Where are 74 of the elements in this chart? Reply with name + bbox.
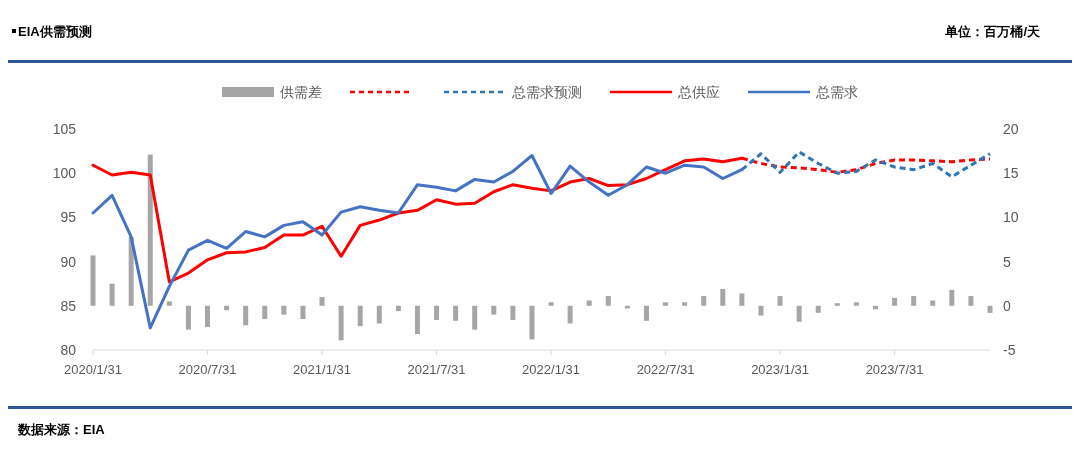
- bar: [853, 302, 859, 306]
- bar: [567, 305, 573, 324]
- y-tick-label: 100: [52, 165, 77, 182]
- bar: [548, 302, 554, 306]
- y2-tick-label: 10: [1003, 209, 1019, 226]
- y-tick-label: 80: [60, 342, 77, 358]
- bar: [834, 303, 840, 306]
- y-tick-label: 105: [52, 121, 77, 137]
- bar: [777, 296, 783, 306]
- x-tick-label: 2021/1/31: [293, 362, 351, 377]
- bar: [338, 305, 344, 341]
- x-tick-label: 2020/1/31: [64, 362, 122, 377]
- bar: [701, 296, 707, 306]
- y-tick-label: 95: [60, 209, 77, 226]
- bar: [300, 305, 306, 320]
- line-series: [740, 150, 992, 179]
- legend-label: 总需求预测: [511, 84, 582, 100]
- bar: [90, 255, 96, 306]
- chart-title: EIA供需预测: [18, 24, 92, 39]
- bar: [987, 305, 993, 313]
- bar: [395, 305, 401, 312]
- legend-label: 总需求: [815, 84, 858, 100]
- bar: [911, 296, 917, 306]
- bar: [243, 305, 249, 326]
- bar: [472, 305, 478, 330]
- bar: [949, 289, 955, 306]
- x-tick-label: 2022/1/31: [522, 362, 580, 377]
- bar: [109, 283, 115, 306]
- text: 单位：百万桶/天: [944, 24, 1041, 39]
- x-tick-label: 2020/7/31: [178, 362, 237, 377]
- bar: [758, 305, 764, 316]
- bar: [968, 296, 974, 306]
- x-tick-label: 2021/7/31: [407, 362, 466, 377]
- x-tick-label: 2022/7/31: [636, 362, 695, 377]
- bar: [414, 305, 420, 335]
- bar: [529, 305, 535, 340]
- source-note: 数据来源：EIA: [17, 422, 106, 437]
- x-tick-label: 2023/1/31: [751, 362, 809, 377]
- bar: [319, 296, 325, 306]
- bar: [262, 305, 268, 320]
- bar: [147, 154, 153, 306]
- y2-tick-label: 15: [1003, 165, 1019, 182]
- bar: [663, 302, 669, 306]
- bar: [796, 305, 802, 322]
- bar: [586, 300, 592, 306]
- y-tick-label: 90: [60, 253, 77, 270]
- y2-tick-label: 0: [1003, 297, 1011, 314]
- y2-tick-label: -5: [1003, 342, 1016, 358]
- bar: [491, 305, 497, 315]
- bar: [605, 296, 611, 306]
- bar: [357, 305, 363, 327]
- line-series: [91, 154, 744, 330]
- bar: [185, 305, 191, 330]
- bar: [930, 300, 936, 306]
- bar: [434, 305, 440, 320]
- bar: [739, 293, 745, 306]
- bar: [682, 302, 688, 306]
- bar: [453, 305, 459, 321]
- x-tick-label: 2023/7/31: [865, 362, 924, 377]
- bar: [224, 305, 230, 311]
- bar: [205, 305, 211, 328]
- bar: [376, 305, 382, 324]
- bar: [643, 305, 649, 321]
- bar: [892, 297, 898, 306]
- y2-tick-label: 5: [1003, 253, 1011, 270]
- bar: [281, 305, 287, 315]
- y-tick-label: 85: [60, 297, 77, 314]
- legend-label: 总供应: [677, 84, 720, 100]
- bar: [510, 305, 516, 320]
- bar: [720, 289, 726, 306]
- bar: [166, 301, 172, 306]
- y2-tick-label: 20: [1003, 121, 1019, 137]
- bar: [815, 305, 821, 313]
- legend-label: 供需差: [280, 84, 322, 100]
